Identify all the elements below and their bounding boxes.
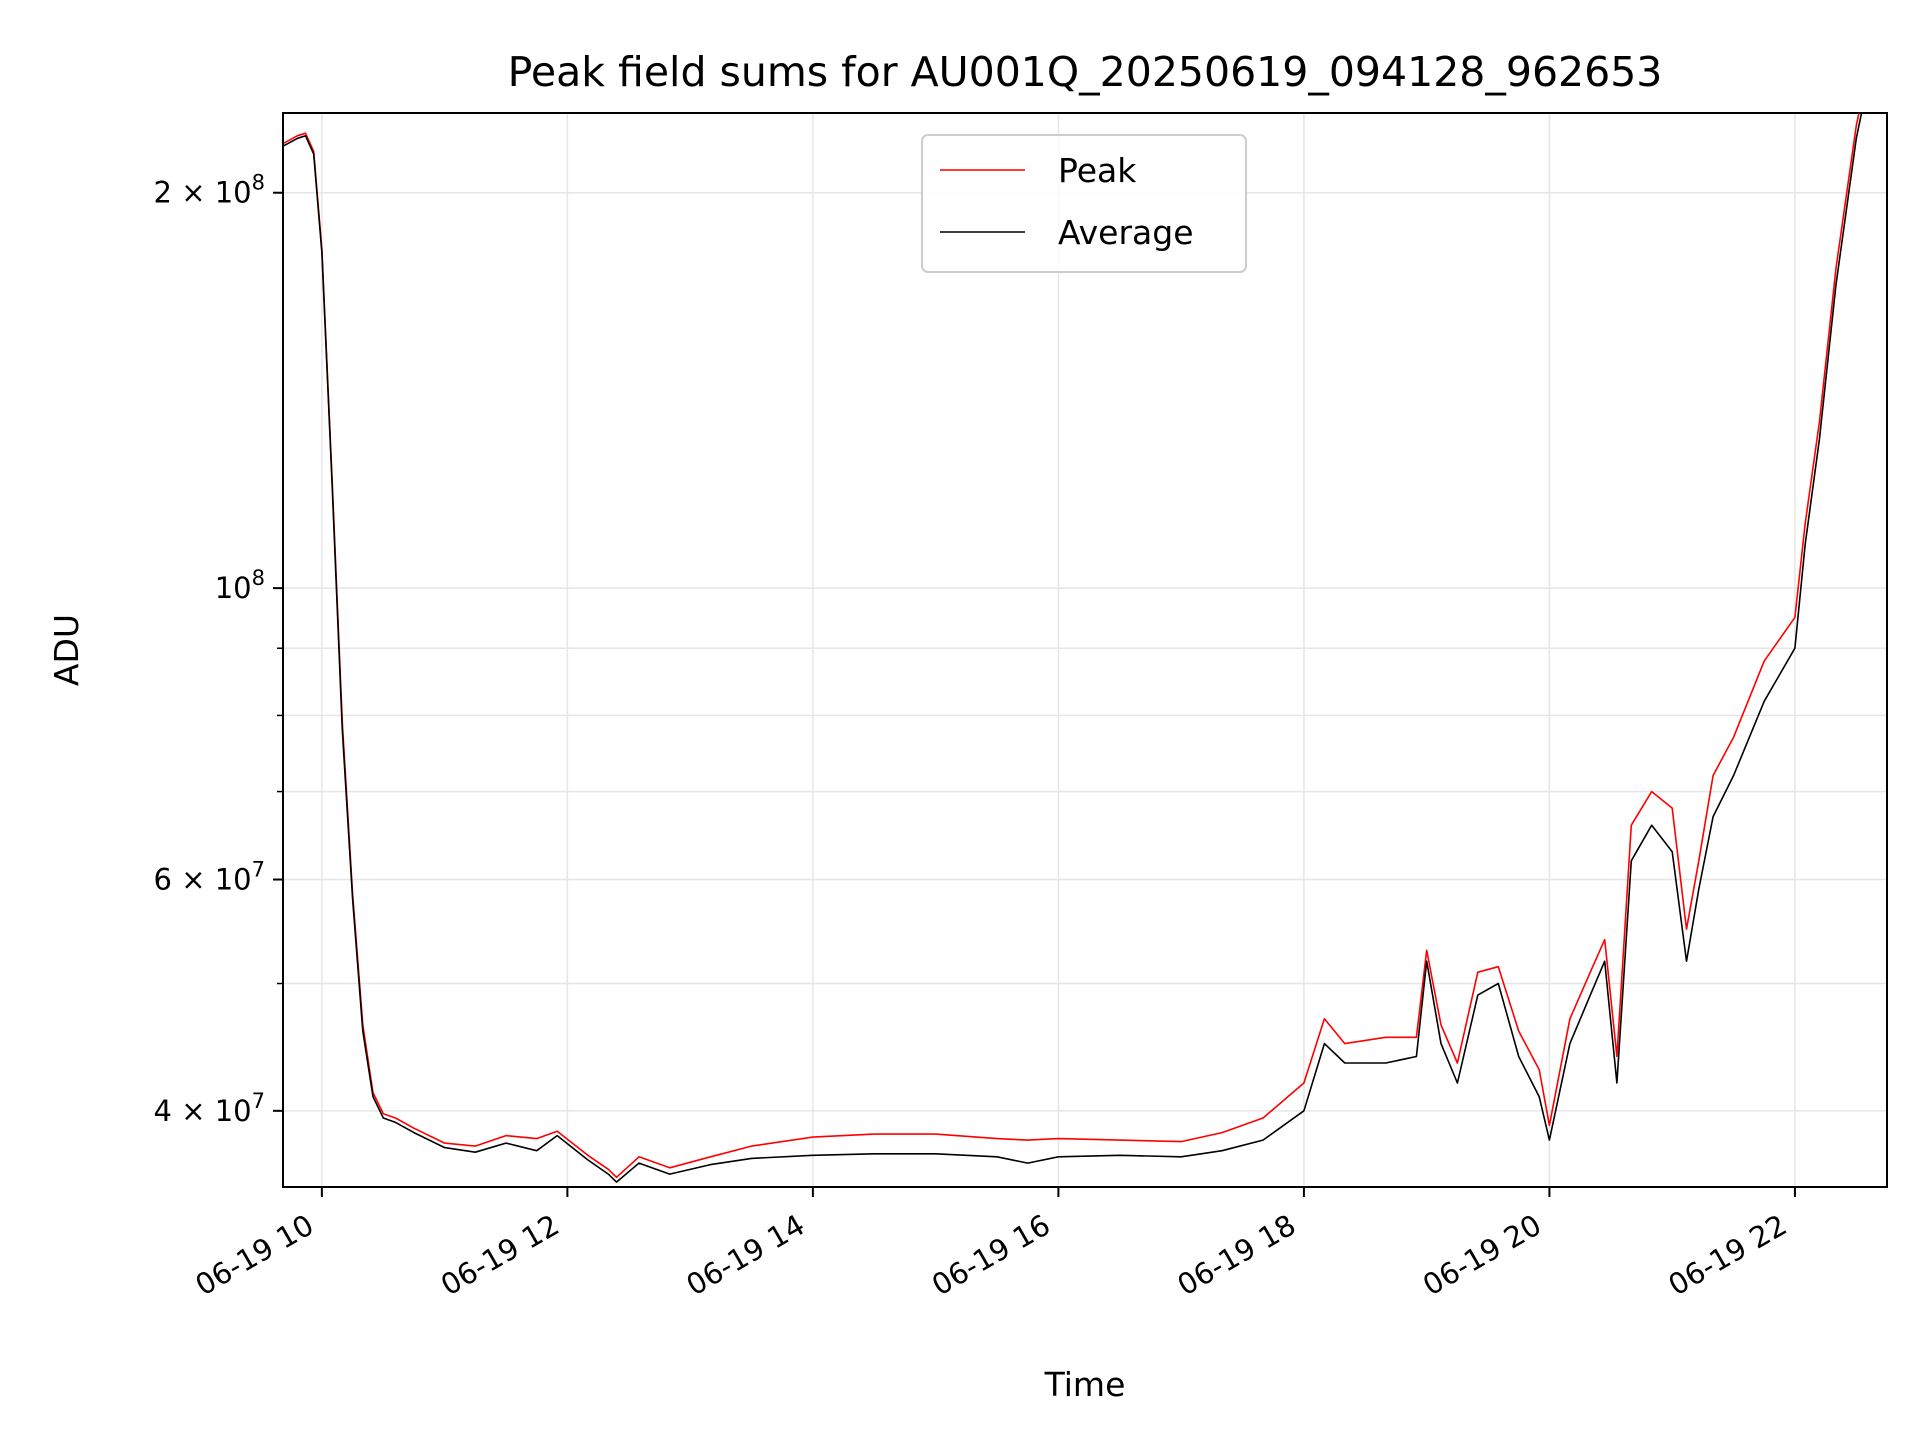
y-tick-exponent: 8 <box>252 171 265 195</box>
y-axis-label: ADU <box>47 614 86 686</box>
x-axis-label: Time <box>1044 1365 1126 1404</box>
legend-label-average: Average <box>1058 213 1194 252</box>
series-line-peak <box>283 113 1860 1179</box>
y-tick-exponent: 7 <box>252 1089 265 1113</box>
y-tick-label: 6 × 107 <box>154 858 265 897</box>
y-tick-label: 108 <box>215 566 265 605</box>
series-line-average <box>283 113 1863 1183</box>
chart-title: Peak field sums for AU001Q_20250619_0941… <box>508 48 1663 96</box>
y-tick-exponent: 7 <box>252 858 265 882</box>
y-tick-base: 2 × 10 <box>154 176 252 210</box>
y-tick-label: 2 × 108 <box>154 171 265 210</box>
y-tick-base: 10 <box>215 571 252 605</box>
y-tick-base: 6 × 10 <box>154 863 252 897</box>
y-tick-base: 4 × 10 <box>154 1094 252 1128</box>
y-tick-label: 4 × 107 <box>154 1089 265 1128</box>
plot-area <box>283 113 1863 1183</box>
legend: Peak Average <box>921 134 1247 273</box>
series-layer <box>283 113 1863 1183</box>
y-tick-exponent: 8 <box>252 566 265 590</box>
plot-frame <box>282 112 1888 1188</box>
legend-label-peak: Peak <box>1058 151 1137 190</box>
